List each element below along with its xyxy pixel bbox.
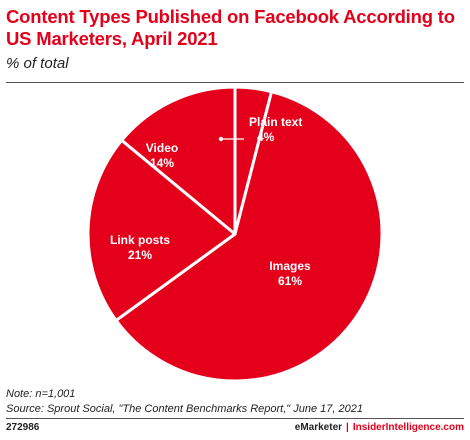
slice-label: Video <box>146 141 178 155</box>
top-divider <box>6 82 464 83</box>
slice-value-label: 21% <box>128 248 152 262</box>
bottom-divider <box>6 418 464 419</box>
chart-id: 272986 <box>6 422 40 433</box>
slice-label: Plain text <box>249 115 302 129</box>
brand-separator: | <box>346 422 349 433</box>
chart-notes: Note: n=1,001 Source: Sprout Social, "Th… <box>6 387 363 417</box>
slice-value-label: 14% <box>150 156 174 170</box>
slice-value-label: 4% <box>257 130 275 144</box>
brand-footer: eMarketer | InsiderIntelligence.com <box>295 422 464 433</box>
pie-slices <box>86 85 384 383</box>
pie-slice-link-posts <box>86 138 237 322</box>
brand-emarketer: eMarketer <box>294 422 343 433</box>
pie-slice-images <box>114 90 384 383</box>
note-text: Note: n=1,001 <box>6 388 76 400</box>
brand-insider-intelligence: InsiderIntelligence.com <box>352 422 464 433</box>
pie-slice-video <box>120 85 237 236</box>
slice-label: Images <box>269 259 311 273</box>
chart-title: Content Types Published on Facebook Acco… <box>6 6 455 49</box>
chart-subtitle: % of total <box>6 55 69 72</box>
source-text: Source: Sprout Social, "The Content Benc… <box>6 403 363 415</box>
slice-label: Link posts <box>110 233 170 247</box>
leader-dot <box>218 136 224 142</box>
slice-value-label: 61% <box>278 274 302 288</box>
